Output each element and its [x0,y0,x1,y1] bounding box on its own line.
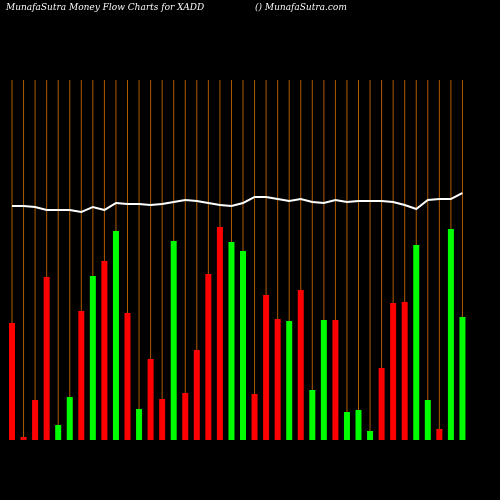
bar [124,313,131,440]
bar [32,400,39,440]
bar [401,302,408,440]
bar [424,400,431,440]
bar [436,429,443,440]
bar [66,397,73,440]
bar [136,409,143,440]
bar [309,390,316,440]
bar [251,394,258,440]
bar [320,320,327,440]
bar [286,321,293,440]
bar [343,412,350,440]
bar [43,277,50,440]
bar [263,295,270,440]
bar [9,323,15,440]
bar [274,319,281,440]
chart-title: MunafaSutra Money Flow Charts for XADD [5,3,204,13]
bar [378,368,385,440]
money-flow-line [12,192,463,214]
bar [147,359,154,440]
bar [228,242,235,440]
bar [355,410,362,440]
bar [413,245,420,440]
bar [89,276,96,440]
bar [297,290,304,440]
bar [101,261,108,440]
bar [447,229,454,440]
bar [170,241,177,440]
bar [182,393,189,440]
bar [240,251,246,440]
chart-subtitle: () MunafaSutra.com [255,2,347,13]
bar [159,399,166,440]
bar [332,320,339,440]
bar [205,274,212,440]
bar [112,231,119,440]
bar [193,350,200,440]
bar [459,317,466,440]
bar [367,431,374,440]
bar [55,425,62,440]
bar [20,437,27,440]
bar [78,311,85,440]
bar [216,227,223,440]
bar [390,303,397,440]
